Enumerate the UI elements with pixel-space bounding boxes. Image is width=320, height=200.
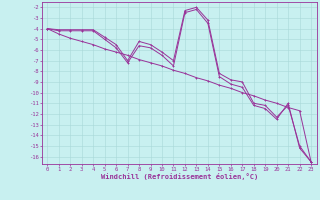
X-axis label: Windchill (Refroidissement éolien,°C): Windchill (Refroidissement éolien,°C): [100, 173, 258, 180]
